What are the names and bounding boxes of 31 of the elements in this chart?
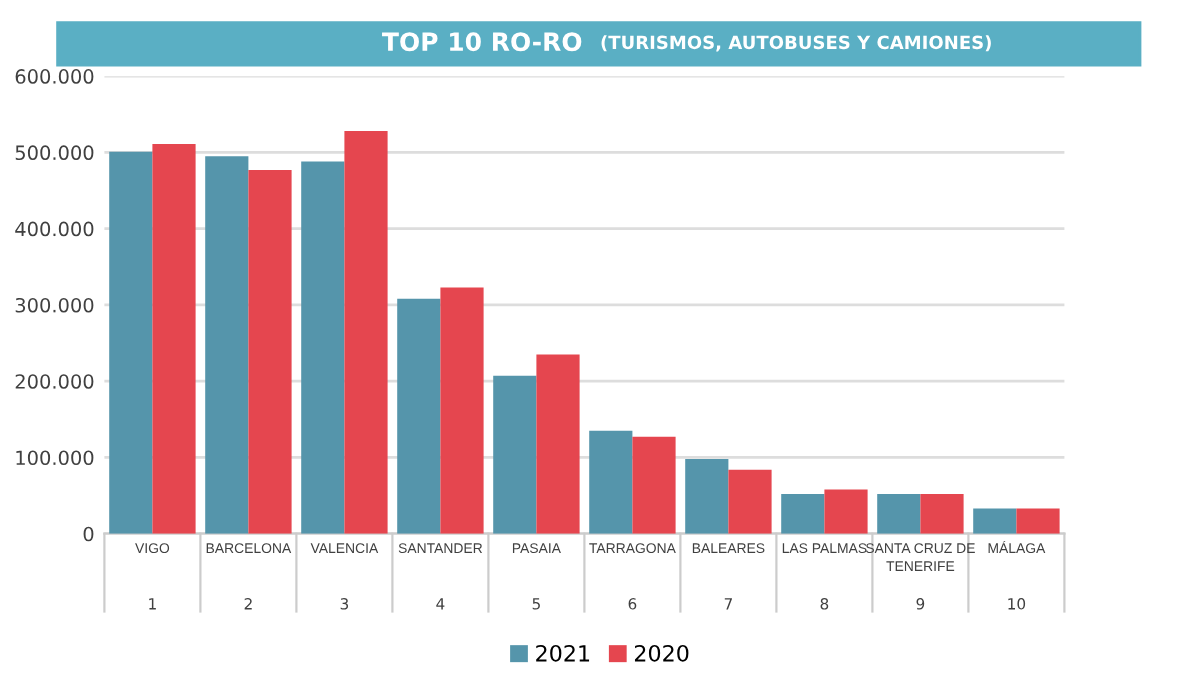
bar <box>109 151 153 534</box>
y-tick-label: 500.000 <box>15 145 94 161</box>
y-tick-label: 600.000 <box>15 69 94 84</box>
bar <box>728 469 772 534</box>
y-tick-label: 100.000 <box>16 450 94 466</box>
bar <box>781 494 825 534</box>
bar <box>824 489 868 534</box>
bar <box>685 458 729 534</box>
bar <box>920 494 964 534</box>
bar <box>536 354 580 534</box>
bar <box>301 161 345 534</box>
y-tick-label: 0 <box>83 526 94 542</box>
chart-title: TOP 10 RO-RO <box>382 32 582 52</box>
bar <box>973 508 1017 534</box>
bar <box>1016 508 1060 534</box>
bar <box>248 169 292 534</box>
bar <box>397 298 441 534</box>
bar <box>344 131 388 534</box>
bar <box>493 375 537 534</box>
y-tick-label: 300.000 <box>15 297 94 313</box>
chart-subtitle: (TURISMOS, AUTOBUSES Y CAMIONES) <box>601 35 991 52</box>
y-tick-label: 400.000 <box>15 221 94 237</box>
bar <box>589 430 633 534</box>
y-tick-label: 200.000 <box>15 374 94 389</box>
bar <box>877 494 921 534</box>
bar <box>440 287 484 534</box>
bar <box>205 156 249 534</box>
legend-label: 2020 <box>634 644 689 662</box>
bar <box>632 436 676 534</box>
bar <box>152 144 196 534</box>
legend-label: 2021 <box>536 644 590 662</box>
